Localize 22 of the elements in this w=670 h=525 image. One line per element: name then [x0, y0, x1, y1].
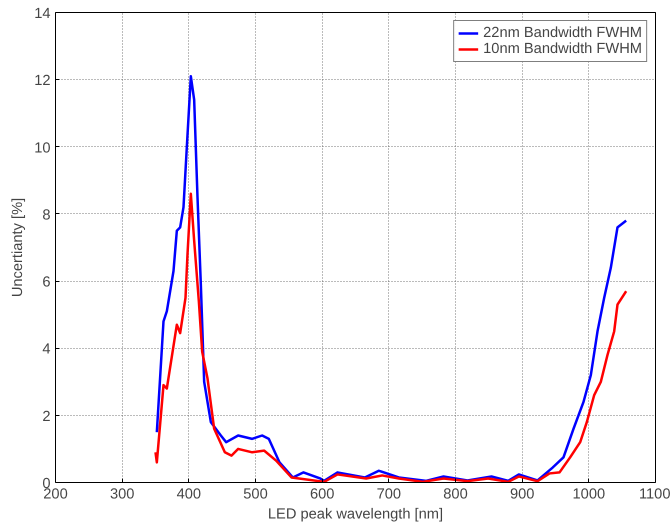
y-axis-title: Uncertianty [%] — [10, 198, 26, 298]
x-tick-label: 500 — [243, 486, 268, 502]
x-tick-label: 1100 — [638, 486, 670, 502]
x-tick-label: 600 — [310, 486, 334, 502]
x-tick-label: 300 — [110, 486, 134, 502]
x-tick-label: 400 — [176, 486, 202, 502]
legend-label: 10nm Bandwidth FWHM — [483, 41, 642, 57]
x-axis-title: LED peak wavelength [nm] — [268, 506, 444, 522]
x-tick-label: 800 — [443, 486, 468, 502]
line-series — [154, 192, 628, 482]
y-tick-label: 6 — [42, 274, 51, 291]
y-tick-label: 8 — [42, 207, 51, 224]
y-tick-label: 2 — [42, 408, 51, 425]
y-tick-label: 4 — [42, 342, 51, 358]
y-tick-label: 14 — [34, 6, 51, 22]
y-tick-label: 10 — [34, 140, 51, 156]
line-series — [156, 75, 628, 482]
legend-label: 22nm Bandwidth FWHM — [483, 25, 642, 41]
x-tick-label: 700 — [376, 486, 402, 502]
y-tick-label: 12 — [34, 73, 51, 90]
x-tick-label: 900 — [510, 486, 534, 502]
x-tick-label: 1000 — [572, 486, 606, 502]
